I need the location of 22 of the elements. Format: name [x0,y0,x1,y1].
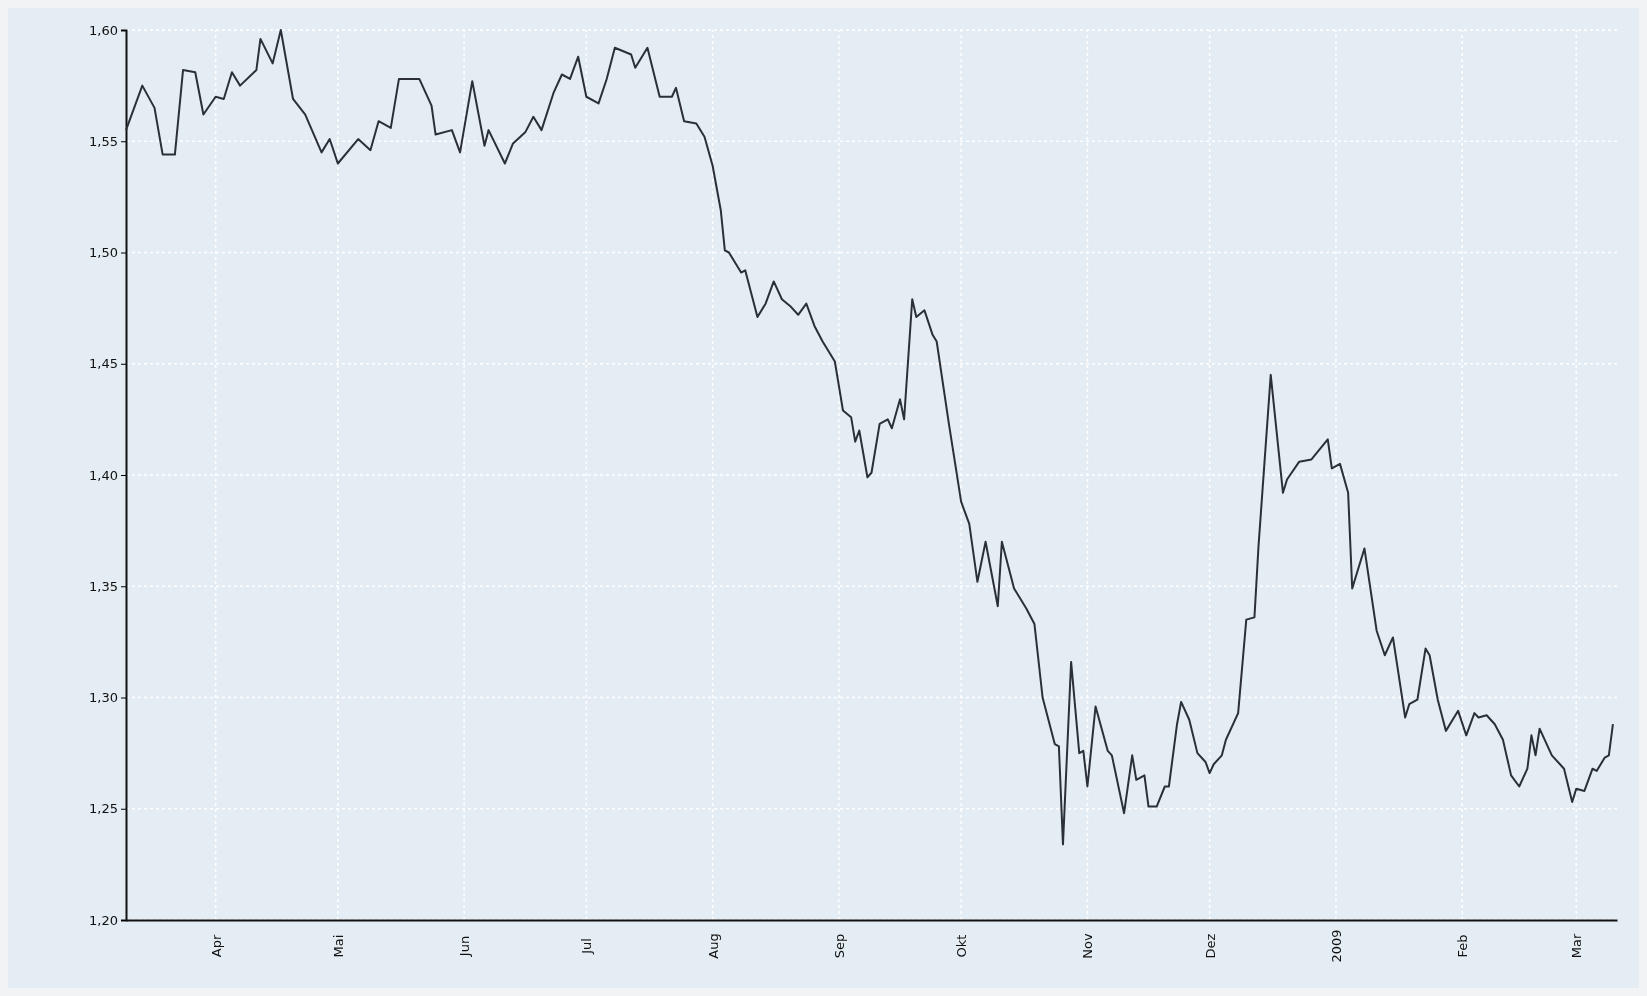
x-tick-label: Sep [831,933,847,959]
y-tick-label: 1,40 [89,467,118,483]
x-tick-label: Mar [1569,933,1585,959]
y-tick-label: 1,35 [89,578,118,594]
y-tick-label: 1,25 [89,801,118,817]
y-tick-label: 1,60 [89,22,118,38]
y-tick-label: 1,20 [89,912,118,928]
x-tick-label: Mai [330,934,346,958]
y-tick-label: 1,55 [89,133,118,149]
y-tick-label: 1,30 [89,690,118,706]
y-tick-label: 1,45 [89,356,118,372]
x-tick-label: Feb [1455,934,1471,958]
x-tick-label: Apr [208,934,224,958]
x-tick-label: Aug [705,933,721,959]
x-tick-label: Dez [1202,933,1218,959]
x-tick-label: Jun [457,935,473,958]
y-tick-label: 1,50 [89,245,118,261]
x-tick-label: Jul [579,938,595,955]
x-tick-label: Okt [954,934,970,958]
line-series [125,29,1614,846]
x-tick-label: 2009 [1328,929,1344,963]
x-tick-label: Nov [1080,933,1096,959]
